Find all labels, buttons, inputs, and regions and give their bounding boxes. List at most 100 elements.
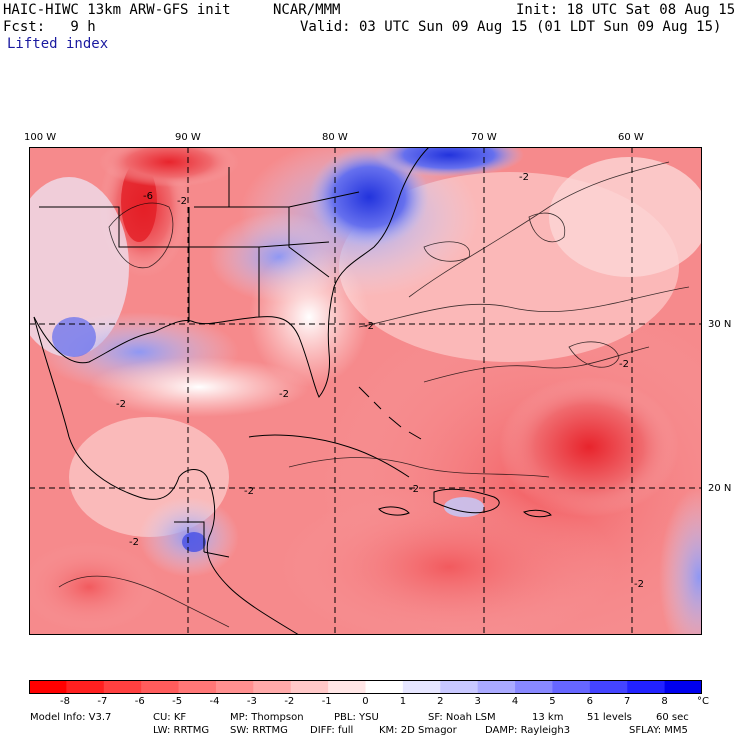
puerto-rico-coast (523, 509, 552, 518)
colorbar-swatch (215, 680, 254, 694)
lon-label-100w: 100 W (24, 132, 57, 143)
colorbar-unit: °C (697, 696, 709, 707)
coastlines (33, 147, 552, 635)
model-info-pbl: PBL: YSU (334, 712, 379, 723)
colorbar-swatch (627, 680, 666, 694)
west-pale-region (29, 177, 129, 357)
colorbar-tick-label: 3 (474, 696, 481, 707)
colorbar-swatch (664, 680, 702, 694)
colorbar-tick-label: -2 (284, 696, 295, 707)
colorbar-tick-label: -1 (321, 696, 332, 707)
lon-label-80w: 80 W (322, 132, 348, 143)
model-info-damp: DAMP: Rayleigh3 (485, 725, 571, 736)
contour-label: -2 (619, 359, 629, 370)
colorbar-tick-label: 0 (362, 696, 369, 707)
valid-time: Valid: 03 UTC Sun 09 Aug 15 (01 LDT Sun … (300, 19, 722, 35)
model-title: HAIC-HIWC 13km ARW-GFS init (3, 2, 231, 18)
contour-label: -2 (129, 537, 139, 548)
contour-label-group: -2 -2 -2 -2 -2 -2 -2 -2 -2 -2 -6 (116, 172, 644, 590)
contour-label: -2 (634, 579, 644, 590)
li-contours (58, 161, 690, 628)
colorbar-swatch (552, 680, 591, 694)
lon-label-90w: 90 W (175, 132, 201, 143)
central-america-borders (174, 521, 230, 558)
colorbar-swatch (477, 680, 516, 694)
southeast-white-band (249, 247, 369, 387)
colorbar-tick-label: 4 (511, 696, 519, 707)
hispaniola-cool (444, 497, 484, 517)
colorbar-swatch (141, 680, 180, 694)
contour-label: -2 (364, 321, 374, 332)
model-info-timestep: 60 sec (656, 712, 689, 723)
lat-label-20n: 20 N (708, 483, 732, 494)
guatemala-blue-spot (182, 532, 206, 552)
colorbar-tick-label: -7 (97, 696, 108, 707)
colorbar-swatch (290, 680, 329, 694)
caribbean-warm-region (279, 487, 619, 635)
contour-label: -2 (409, 484, 419, 495)
colorbar-tick-label: 2 (437, 696, 444, 707)
forecast-hour: Fcst: 9 h (3, 19, 96, 35)
colorbar-tick-label: -8 (59, 696, 70, 707)
hispaniola-coast (433, 488, 500, 514)
colorbar-swatch (515, 680, 553, 694)
model-info-levels: 51 levels (587, 712, 632, 723)
contour-label: -6 (143, 191, 153, 202)
colorbar-swatch (365, 680, 404, 694)
colorbar-tick-label: 5 (549, 696, 556, 707)
bahamas-coast (358, 386, 422, 440)
texas-blue-spot (52, 317, 96, 357)
colorbar-tick-label: 7 (624, 696, 631, 707)
cuba-coast (248, 434, 410, 478)
org-label: NCAR/MMM (273, 2, 341, 18)
contour-label: -2 (244, 486, 254, 497)
colorbar-tick-label: 6 (586, 696, 593, 707)
colorbar-swatch (29, 680, 67, 694)
colorbar-tick-label: -5 (172, 696, 183, 707)
northeast-white-region (549, 157, 702, 277)
us-state-borders (39, 167, 360, 322)
contour-label: -2 (116, 399, 126, 410)
model-info-sw: SW: RRTMG (230, 725, 288, 736)
model-info-cu: CU: KF (153, 712, 187, 723)
mexico-coast (33, 316, 300, 635)
pacific-red (29, 542, 159, 632)
init-time: Init: 18 UTC Sat 08 Aug 15 (516, 2, 736, 18)
colorbar-swatch (402, 680, 441, 694)
lat-label-30n: 30 N (708, 319, 732, 330)
model-info-resolution: 13 km (532, 712, 564, 723)
contour-label: -2 (279, 389, 289, 400)
colorbar-swatch (66, 680, 105, 694)
model-info-mp: MP: Thompson (230, 712, 304, 723)
gulf-white-band (89, 357, 309, 417)
contour-label: -2 (519, 172, 529, 183)
model-info-sf: SF: Noah LSM (428, 712, 496, 723)
jamaica-coast (378, 506, 410, 516)
colorbar-swatch (253, 680, 292, 694)
lat-lon-grid (29, 147, 702, 635)
colorbar-tick-label: -3 (246, 696, 257, 707)
us-gulf-coast (33, 147, 430, 398)
field-name: Lifted index (7, 36, 109, 52)
lon-label-70w: 70 W (471, 132, 497, 143)
colorbar-frame (29, 680, 702, 694)
virginia-stable-core (309, 147, 429, 247)
model-info-diff: DIFF: full (310, 725, 354, 736)
colorbar-tick-label: -6 (134, 696, 145, 707)
contour-label: -2 (177, 196, 187, 207)
model-info-sflay: SFLAY: MM5 (629, 725, 688, 736)
colorbar-swatch (328, 680, 366, 694)
colorbar-swatch (178, 680, 217, 694)
map-frame (29, 147, 702, 635)
colorbar (29, 680, 702, 694)
lifted-index-map: -2 -2 -2 -2 -2 -2 -2 -2 -2 -2 -6 (29, 147, 702, 635)
central-atlantic-core (499, 377, 679, 517)
model-info-lw: LW: RRTMG (153, 725, 210, 736)
model-info-km: KM: 2D Smagor (379, 725, 457, 736)
east-edge-cool (659, 487, 702, 635)
north-red (99, 147, 239, 187)
colorbar-swatch (589, 680, 628, 694)
model-info-version: Model Info: V3.7 (30, 712, 112, 723)
colorbar-tick-label: 8 (661, 696, 668, 707)
colorbar-tick-label: -4 (209, 696, 220, 707)
